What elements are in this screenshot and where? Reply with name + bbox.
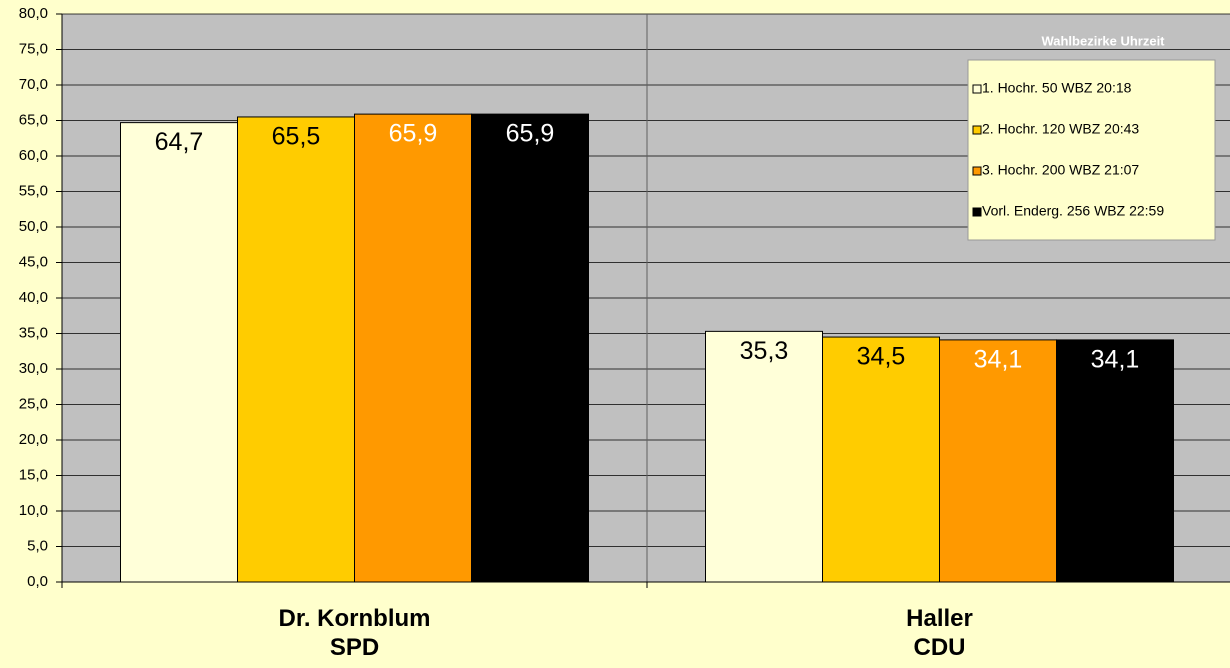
y-tick-label: 80,0: [19, 5, 48, 22]
y-tick-label: 55,0: [19, 182, 48, 199]
bar: [354, 113, 472, 583]
value-label: 35,3: [740, 337, 789, 365]
value-label: 34,1: [1091, 345, 1140, 373]
bar: [939, 339, 1057, 583]
y-tick-label: 45,0: [19, 253, 48, 270]
y-tick-label: 0,0: [27, 573, 48, 590]
y-tick-label: 10,0: [19, 502, 48, 519]
value-label: 65,9: [389, 120, 438, 148]
value-label: 65,5: [272, 123, 321, 151]
y-tick-label: 25,0: [19, 395, 48, 412]
bar: [120, 122, 238, 583]
x-tick-label: Dr. Kornblum SPD: [278, 605, 431, 661]
legend: [967, 59, 1216, 241]
y-tick-label: 35,0: [19, 324, 48, 341]
value-label: 34,5: [857, 343, 906, 371]
bar: [822, 336, 940, 583]
bar: [1056, 339, 1174, 583]
value-label: 64,7: [155, 128, 204, 156]
y-tick-label: 15,0: [19, 466, 48, 483]
bar: [237, 116, 355, 583]
legend-swatch: [972, 125, 982, 135]
x-tick-label: Haller CDU: [906, 605, 973, 661]
legend-swatch: [972, 207, 982, 217]
bar: [471, 113, 589, 583]
bar: [705, 330, 823, 583]
legend-label: 1. Hochr. 50 WBZ 20:18: [982, 80, 1132, 96]
value-label: 34,1: [974, 345, 1023, 373]
y-tick-label: 70,0: [19, 76, 48, 93]
y-tick-label: 40,0: [19, 289, 48, 306]
legend-title: Wahlbezirke Uhrzeit: [1041, 33, 1165, 48]
y-tick-label: 30,0: [19, 360, 48, 377]
y-tick-label: 75,0: [19, 40, 48, 57]
legend-swatch: [972, 166, 982, 176]
y-tick-label: 20,0: [19, 431, 48, 448]
y-tick-label: 65,0: [19, 111, 48, 128]
legend-label: 2. Hochr. 120 WBZ 20:43: [982, 121, 1139, 137]
y-tick-label: 50,0: [19, 218, 48, 235]
y-tick-label: 60,0: [19, 147, 48, 164]
legend-swatch: [972, 84, 982, 94]
y-tick-label: 5,0: [27, 537, 48, 554]
legend-label: 3. Hochr. 200 WBZ 21:07: [982, 162, 1139, 178]
value-label: 65,9: [506, 120, 555, 148]
legend-label: Vorl. Enderg. 256 WBZ 22:59: [982, 203, 1164, 219]
